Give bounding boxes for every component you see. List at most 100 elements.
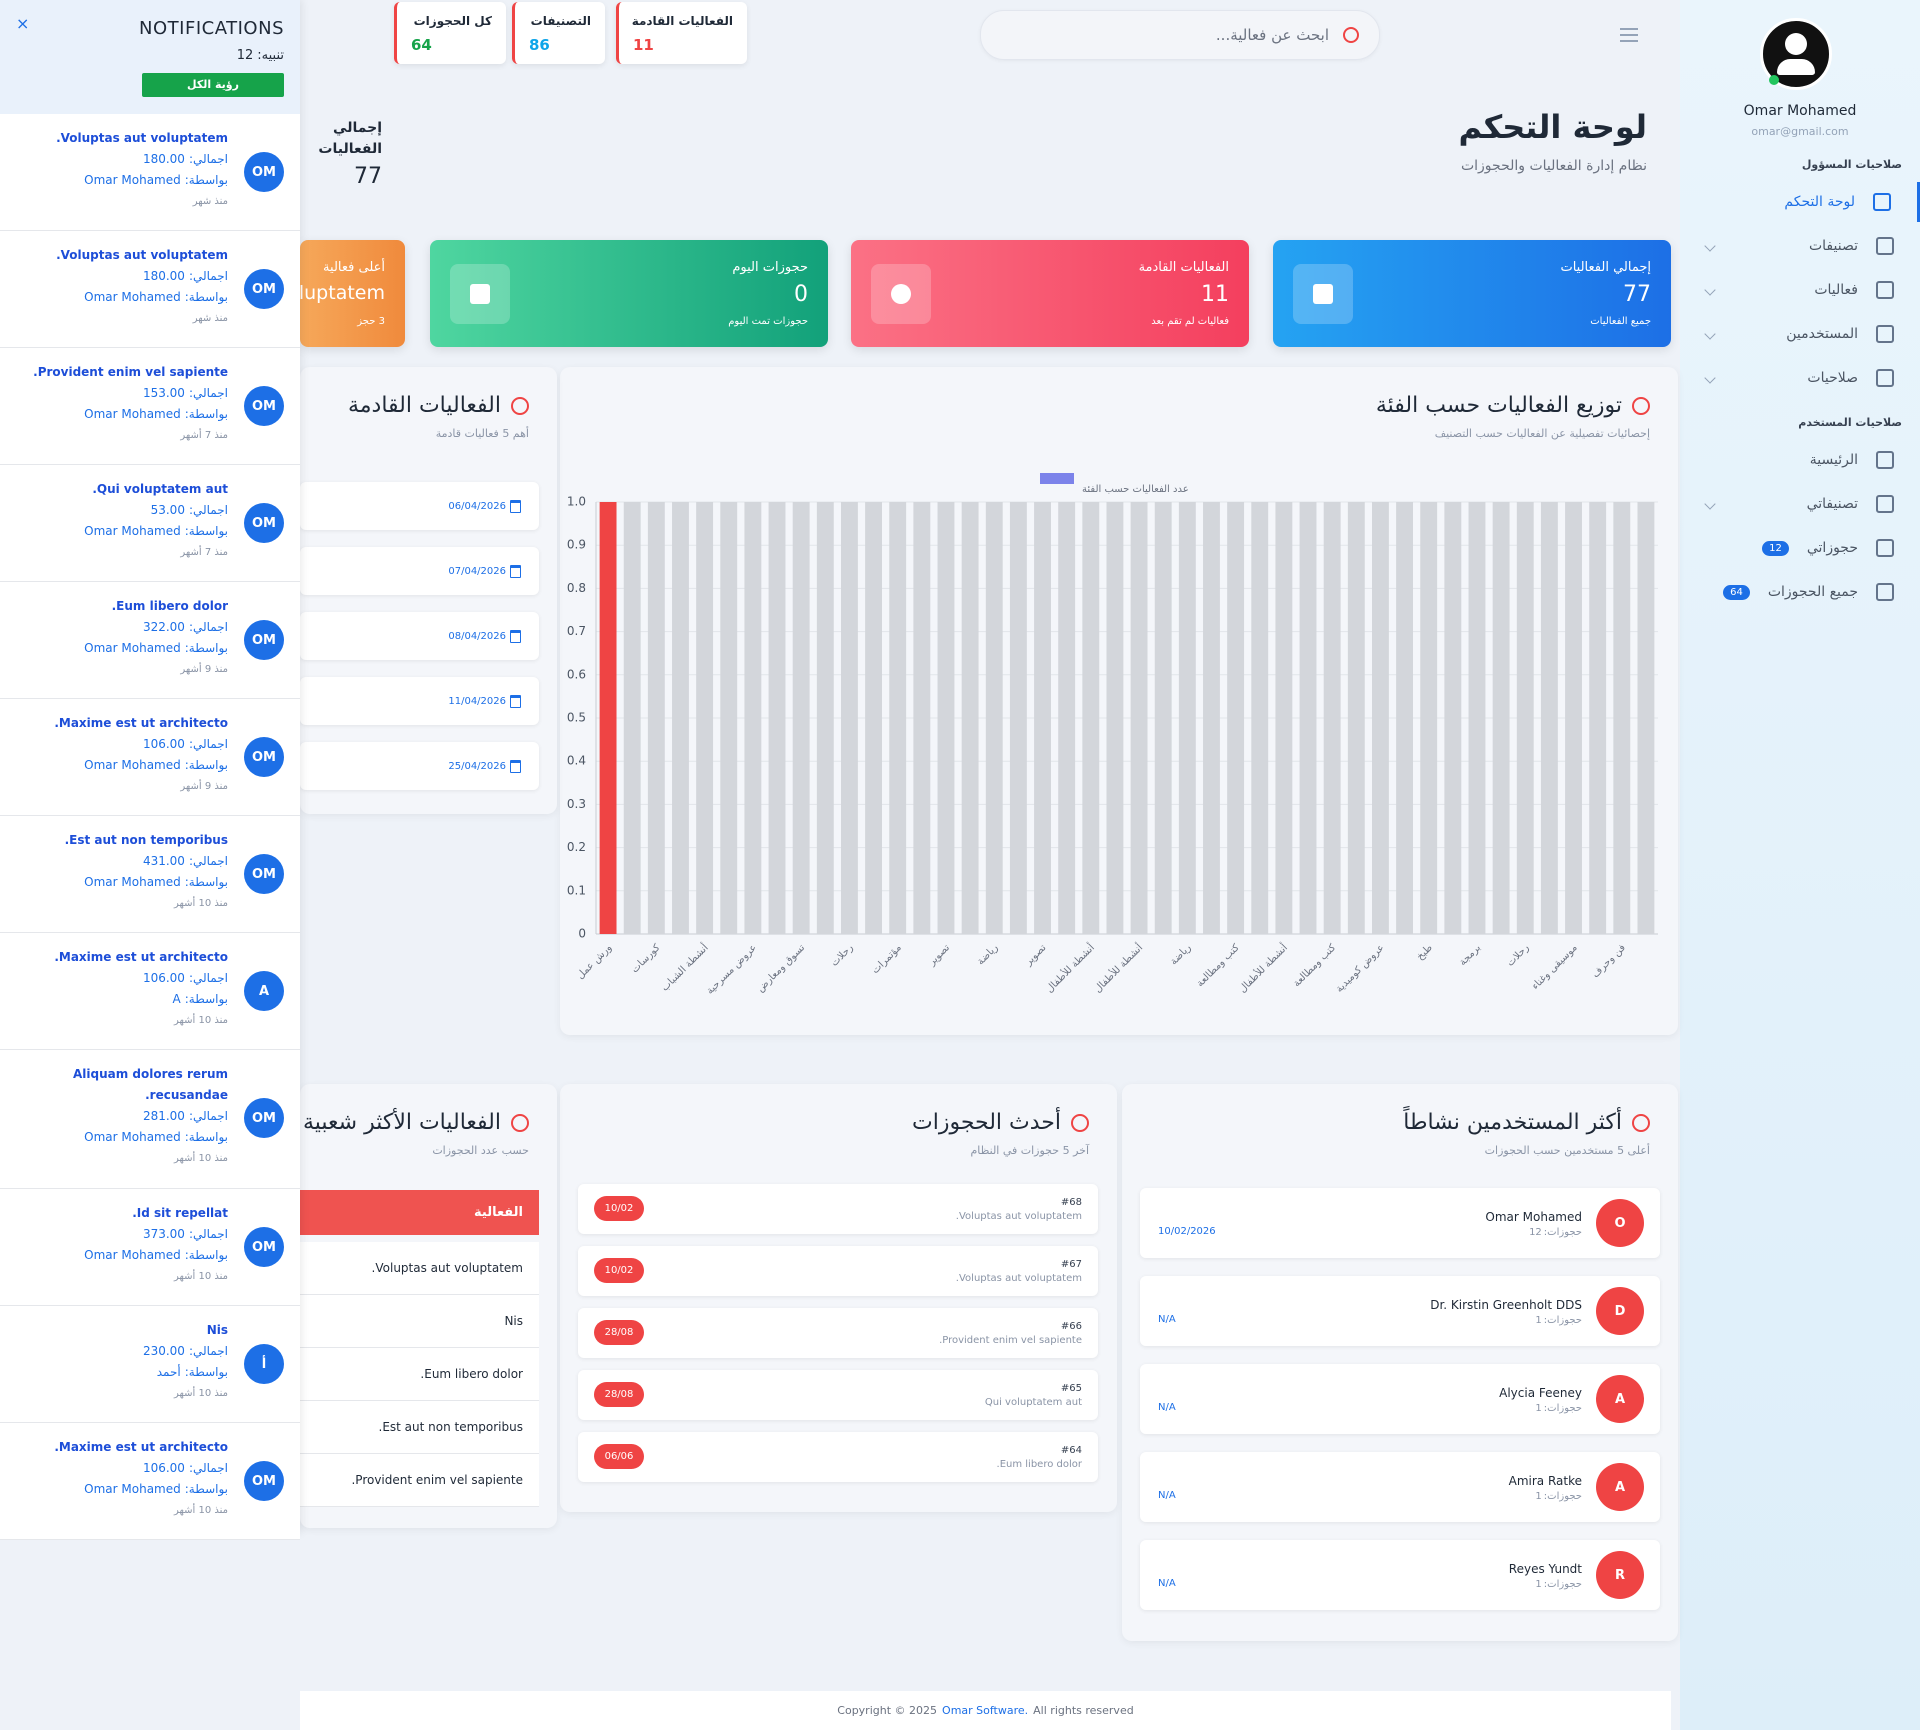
stat-label: أعلى فعالية bbox=[323, 260, 385, 275]
booking-id: #67 bbox=[1060, 1259, 1082, 1270]
notification-by: بواسطة: Omar Mohamed bbox=[18, 872, 228, 893]
notification-item[interactable]: Est aut non temporibus. اجمالي: 431.00 بواس… bbox=[0, 816, 300, 933]
notification-text: Voluptas aut voluptatem. اجمالي: 180.00 بوا… bbox=[18, 128, 228, 212]
notification-item[interactable]: Maxime est ut architecto. اجمالي: 106.00 بو… bbox=[0, 1423, 300, 1540]
upcoming-item[interactable]: 25/04/2026 bbox=[300, 742, 539, 790]
notification-time: منذ 10 أشهر bbox=[173, 1153, 228, 1164]
nav-icon bbox=[1876, 369, 1894, 387]
nav-section-title: صلاحيات المستخدم bbox=[1798, 416, 1902, 429]
bar-background bbox=[816, 502, 834, 934]
nav-icon bbox=[1876, 451, 1894, 469]
notification-text: Voluptas aut voluptatem. اجمالي: 180.00 بوا… bbox=[18, 245, 228, 329]
x-tick-label: تسوق ومعارض bbox=[755, 942, 807, 994]
notification-avatar: OM bbox=[244, 854, 284, 894]
notification-item[interactable]: Provident enim vel sapiente. اجمالي: 153.0… bbox=[0, 348, 300, 465]
footer-copyright: Copyright © 2025 bbox=[837, 1704, 938, 1717]
bar-background bbox=[623, 502, 641, 934]
stat-value: 11 bbox=[1201, 282, 1229, 307]
bar-background bbox=[1251, 502, 1269, 934]
notification-title: Voluptas aut voluptatem. bbox=[56, 248, 228, 262]
x-tick-label: فن وحرف bbox=[1590, 942, 1628, 980]
notification-title: Nis bbox=[206, 1323, 228, 1337]
nav-item[interactable]: المستخدمين bbox=[1680, 314, 1920, 354]
notification-item[interactable]: Maxime est ut architecto. اجمالي: 106.00 بو… bbox=[0, 699, 300, 816]
notification-item[interactable]: Maxime est ut architecto. اجمالي: 106.00 بو… bbox=[0, 933, 300, 1050]
nav-item[interactable]: فعاليات bbox=[1680, 270, 1920, 310]
nav-item[interactable]: الرئيسية bbox=[1680, 440, 1920, 480]
user-item[interactable]: O Omar Mohamed حجوزات: 12 10/02/2026 bbox=[1140, 1188, 1660, 1258]
stat-label: الفعاليات القادمة bbox=[1138, 260, 1229, 275]
upcoming-date: 07/04/2026 bbox=[448, 565, 506, 577]
popular-header: الفعالية bbox=[300, 1190, 539, 1235]
popular-row[interactable]: Nis bbox=[300, 1295, 539, 1348]
notification-text: Maxime est ut architecto. اجمالي: 106.00 بو… bbox=[18, 947, 228, 1031]
notification-by: بواسطة: Omar Mohamed bbox=[18, 1479, 228, 1500]
total-value: 180.00 bbox=[142, 152, 185, 166]
booking-item[interactable]: #66 Provident enim vel sapiente. 28/08 bbox=[578, 1308, 1098, 1358]
popular-row[interactable]: Est aut non temporibus. bbox=[300, 1401, 539, 1454]
nav-icon bbox=[1876, 539, 1894, 557]
booking-item[interactable]: #65 Qui voluptatem aut 28/08 bbox=[578, 1370, 1098, 1420]
notification-text: Eum libero dolor. اجمالي: 322.00 بواسطة: Oma… bbox=[18, 596, 228, 680]
search-box[interactable]: ابحث عن فعالية... bbox=[980, 10, 1380, 60]
user-item[interactable]: A Amira Ratke حجوزات: 1 N/A bbox=[1140, 1452, 1660, 1522]
profile-avatar[interactable] bbox=[1760, 18, 1832, 90]
bar-background bbox=[1396, 502, 1414, 934]
nav-item[interactable]: جميع الحجوزات 64 bbox=[1680, 572, 1920, 612]
nav-item[interactable]: تصنيفاتي bbox=[1680, 484, 1920, 524]
notification-item[interactable]: Voluptas aut voluptatem. اجمالي: 180.00 بوا… bbox=[0, 231, 300, 348]
notification-by: بواسطة: Omar Mohamed bbox=[18, 521, 228, 542]
nav-item[interactable]: تصنيفات bbox=[1680, 226, 1920, 266]
bar-background bbox=[1203, 502, 1220, 934]
x-tick-label: أنشطة للأطفال bbox=[1236, 941, 1290, 995]
bar-background bbox=[889, 502, 907, 934]
close-button[interactable]: × bbox=[16, 14, 30, 33]
nav-icon bbox=[1876, 325, 1894, 343]
stat-card: إجمالي الفعاليات 77 جميع الفعاليات bbox=[1273, 240, 1671, 347]
booking-item[interactable]: #68 Voluptas aut voluptatem. 10/02 bbox=[578, 1184, 1098, 1234]
view-all-button[interactable]: رؤية الكل bbox=[142, 73, 284, 97]
user-item[interactable]: D Dr. Kirstin Greenholt DDS حجوزات: 1 N/A bbox=[1140, 1276, 1660, 1346]
notification-avatar: OM bbox=[244, 1098, 284, 1138]
y-tick-label: 0.4 bbox=[567, 754, 586, 768]
bar-background bbox=[1082, 502, 1100, 934]
user-item[interactable]: A Alycia Feeney حجوزات: 1 N/A bbox=[1140, 1364, 1660, 1434]
x-tick-label: طبخ bbox=[1415, 942, 1435, 962]
notification-item[interactable]: Qui voluptatem aut. اجمالي: 53.00 بواسطة: Om… bbox=[0, 465, 300, 582]
upcoming-item[interactable]: 11/04/2026 bbox=[300, 677, 539, 725]
total-value: 180.00 bbox=[142, 269, 185, 283]
bar-background bbox=[696, 502, 714, 934]
nav-label: الرئيسية bbox=[1809, 452, 1858, 468]
user-item[interactable]: R Reyes Yundt حجوزات: 1 N/A bbox=[1140, 1540, 1660, 1610]
upcoming-item[interactable]: 07/04/2026 bbox=[300, 547, 539, 595]
booking-item[interactable]: #67 Voluptas aut voluptatem. 10/02 bbox=[578, 1246, 1098, 1296]
popular-row[interactable]: Eum libero dolor. bbox=[300, 1348, 539, 1401]
stat-chip[interactable]: الفعاليات القادمة 11 bbox=[616, 2, 747, 64]
upcoming-item[interactable]: 08/04/2026 bbox=[300, 612, 539, 660]
total-value: 153.00 bbox=[142, 386, 185, 400]
notification-item[interactable]: Aliquam dolores rerum recusandae. اجمالي:… bbox=[0, 1050, 300, 1189]
bar-background bbox=[1034, 502, 1051, 934]
popular-row[interactable]: Provident enim vel sapiente. bbox=[300, 1454, 539, 1507]
upcoming-item[interactable]: 06/04/2026 bbox=[300, 482, 539, 530]
notification-item[interactable]: Id sit repellat. اجمالي: 373.00 بواسطة: Omar… bbox=[0, 1189, 300, 1306]
bar-background bbox=[720, 502, 738, 934]
bar-background bbox=[1468, 502, 1486, 934]
footer-brand[interactable]: Omar Software. bbox=[942, 1704, 1029, 1717]
notification-by: بواسطة: أحمد bbox=[18, 1362, 228, 1383]
popular-row[interactable]: Voluptas aut voluptatem. bbox=[300, 1242, 539, 1295]
menu-button[interactable] bbox=[1620, 28, 1638, 42]
nav-item[interactable]: لوحة التحكم bbox=[1677, 182, 1920, 222]
booking-item[interactable]: #64 Eum libero dolor. 06/06 bbox=[578, 1432, 1098, 1482]
notification-item[interactable]: Nis اجمالي: 230.00 بواسطة: أحمد منذ 10 أشهر أ bbox=[0, 1306, 300, 1423]
nav-item[interactable]: حجوزاتي 12 bbox=[1680, 528, 1920, 568]
by-value: Omar Mohamed bbox=[84, 1482, 181, 1496]
stat-chip[interactable]: كل الحجوزات 64 bbox=[394, 2, 506, 64]
count-value: 12 bbox=[236, 48, 254, 63]
stat-chip[interactable]: التصنيفات 86 bbox=[512, 2, 605, 64]
notification-time: منذ شهر bbox=[192, 196, 228, 207]
user-bookings: حجوزات: 1 bbox=[1535, 1403, 1582, 1414]
notification-item[interactable]: Voluptas aut voluptatem. اجمالي: 180.00 بوا… bbox=[0, 114, 300, 231]
notification-item[interactable]: Eum libero dolor. اجمالي: 322.00 بواسطة: Oma… bbox=[0, 582, 300, 699]
nav-item[interactable]: صلاحيات bbox=[1680, 358, 1920, 398]
